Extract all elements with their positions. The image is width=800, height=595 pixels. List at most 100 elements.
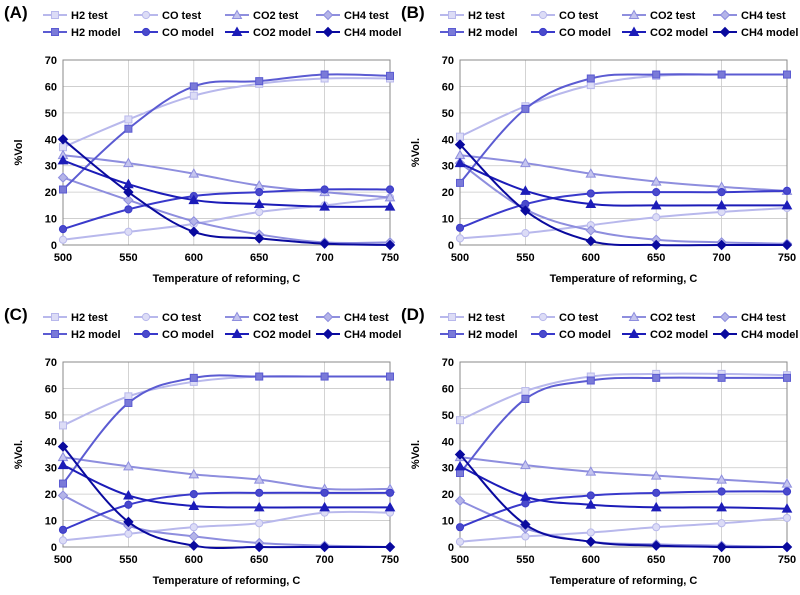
data-point xyxy=(58,235,68,244)
data-point xyxy=(783,373,791,382)
legend-item: CO test xyxy=(134,10,201,22)
series-line xyxy=(62,188,391,231)
y-axis-title: %Vol. xyxy=(13,440,25,469)
data-point xyxy=(455,223,465,232)
legend-label: CO2 model xyxy=(253,27,311,39)
data-point xyxy=(652,213,661,222)
x-tick-label: 500 xyxy=(451,554,469,566)
data-point xyxy=(716,199,727,210)
data-point xyxy=(521,387,530,396)
data-point xyxy=(59,421,67,430)
legend-label: CO test xyxy=(559,312,598,324)
x-tick-label: 700 xyxy=(712,252,730,264)
data-point xyxy=(781,478,793,488)
legend-label: CH4 test xyxy=(344,312,389,324)
legend-label: CH4 model xyxy=(344,329,401,341)
data-point xyxy=(124,529,133,538)
legend-marker xyxy=(719,9,731,21)
plot-area xyxy=(460,362,787,547)
legend-marker xyxy=(628,26,640,36)
legend-label: H2 model xyxy=(468,27,518,39)
data-point xyxy=(319,238,330,249)
series-line xyxy=(62,159,391,208)
data-point xyxy=(384,239,396,251)
data-point xyxy=(57,154,69,165)
legend-marker xyxy=(719,328,731,340)
legend-label: H2 test xyxy=(71,10,108,22)
data-point xyxy=(124,500,133,509)
series xyxy=(455,513,792,546)
y-tick-label: 60 xyxy=(45,81,57,93)
x-tick-label: 500 xyxy=(451,252,469,264)
series-line xyxy=(62,374,390,485)
data-point xyxy=(520,185,531,195)
data-point xyxy=(384,201,396,211)
data-point xyxy=(652,70,661,79)
series-line xyxy=(62,77,391,149)
series xyxy=(454,139,793,251)
legend-label: H2 test xyxy=(468,312,505,324)
legend: H2 test CO test CO2 test CH4 test H2 model CO… xyxy=(440,311,798,341)
data-point xyxy=(255,372,264,381)
legend-item: CH4 model xyxy=(713,328,798,341)
legend-marker xyxy=(448,28,456,36)
legend-label: CH4 model xyxy=(741,329,798,341)
y-tick-label: 50 xyxy=(442,108,454,120)
legend-item: H2 model xyxy=(43,27,121,39)
legend-marker xyxy=(141,27,151,37)
data-point xyxy=(384,191,396,202)
plot-area xyxy=(63,362,390,547)
series-line xyxy=(459,490,788,529)
y-tick-label: 70 xyxy=(45,357,57,369)
data-point xyxy=(455,234,465,243)
legend-marker xyxy=(141,329,151,339)
legend-label: H2 test xyxy=(71,312,108,324)
data-point xyxy=(782,513,792,523)
legend-item: CO2 model xyxy=(622,26,708,39)
data-point xyxy=(189,373,198,382)
data-point xyxy=(585,499,597,509)
data-point xyxy=(455,537,465,546)
legend-label: H2 model xyxy=(468,329,518,341)
legend: H2 test CO test CO2 test CH4 test H2 model CO… xyxy=(43,311,401,341)
panel-label: (B) xyxy=(401,3,425,22)
data-point xyxy=(782,487,792,496)
series-line xyxy=(459,376,787,474)
panel-1: (A) H2 test CO test CO2 test CH4 test H2 mode… xyxy=(4,3,401,285)
y-tick-label: 50 xyxy=(442,410,454,422)
legend-label: H2 model xyxy=(71,27,121,39)
legend-marker xyxy=(51,28,59,36)
y-tick-label: 60 xyxy=(442,383,454,395)
series-line xyxy=(62,196,391,241)
data-point xyxy=(652,488,661,497)
data-point xyxy=(253,501,265,512)
data-point xyxy=(59,479,67,488)
data-point xyxy=(652,188,661,197)
data-point xyxy=(652,373,661,382)
series-line xyxy=(459,73,787,184)
legend-label: CH4 test xyxy=(741,10,786,22)
legend-label: CH4 model xyxy=(344,27,401,39)
plot-area xyxy=(460,60,787,245)
legend-item: H2 test xyxy=(440,312,505,324)
legend-item: CO test xyxy=(134,312,201,324)
legend-label: CO model xyxy=(559,329,611,341)
series-line xyxy=(62,176,391,244)
legend-item: CO test xyxy=(531,10,598,22)
series xyxy=(57,134,396,251)
data-point xyxy=(717,487,726,496)
data-point xyxy=(586,376,595,385)
data-point xyxy=(253,198,265,209)
data-point xyxy=(255,519,264,528)
legend-label: CH4 test xyxy=(344,10,389,22)
series xyxy=(454,451,793,488)
data-point xyxy=(585,198,597,209)
legend-item: H2 test xyxy=(43,312,108,324)
y-tick-label: 30 xyxy=(45,463,57,475)
data-point xyxy=(319,501,330,512)
legend-label: CO2 test xyxy=(650,10,696,22)
legend-label: CH4 model xyxy=(741,27,798,39)
y-tick-label: 10 xyxy=(45,214,57,226)
x-tick-label: 750 xyxy=(778,554,796,566)
